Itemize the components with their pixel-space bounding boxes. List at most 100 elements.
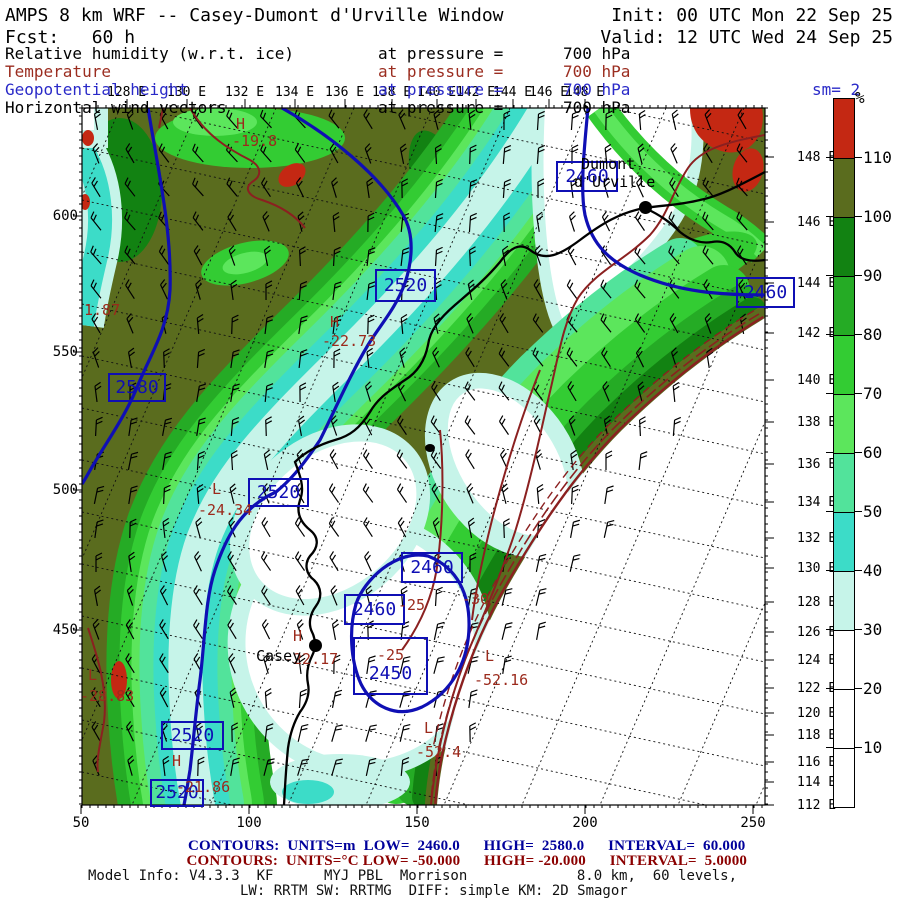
right-axis-longitude-label: 136 E xyxy=(797,457,837,472)
station-name-label: d'Urville xyxy=(574,173,656,191)
colorbar-tick xyxy=(855,216,862,217)
temperature-label: H xyxy=(330,313,340,331)
temperature-label: -25 xyxy=(398,596,426,614)
colorbar-tick xyxy=(855,334,862,335)
colorbar-tick-label: 30 xyxy=(863,620,883,639)
colorbar-tick-label: 10 xyxy=(863,738,883,757)
height-minimum-label: -25 2450 xyxy=(353,637,428,695)
height-contour-label: 2520 xyxy=(248,478,309,507)
colorbar-tick-label: 90 xyxy=(863,266,883,285)
station-name-label: Dumont xyxy=(581,155,636,173)
field-at-rh: at pressure = xyxy=(378,44,504,63)
colorbar-tick xyxy=(826,747,833,748)
field-level-wind: 700 hPa xyxy=(563,98,631,117)
colorbar-tick xyxy=(826,334,833,335)
height-contour-label: 2460 xyxy=(736,277,795,308)
colorbar-segment xyxy=(834,571,854,630)
colorbar-tick xyxy=(855,570,862,571)
bottom-axis-grid-label: 150 xyxy=(404,815,430,831)
smoothing-label: sm= 2 xyxy=(812,80,861,99)
colorbar-tick xyxy=(855,157,862,158)
right-axis-longitude-label: 140 E xyxy=(797,373,837,388)
temperature-label: 1.87 xyxy=(84,301,121,319)
field-label-temp: Temperature xyxy=(5,62,111,81)
temperature-label: L xyxy=(424,719,434,737)
colorbar-tick xyxy=(855,511,862,512)
station-marker xyxy=(638,200,652,214)
colorbar-tick xyxy=(826,688,833,689)
init-time: Init: 00 UTC Mon 22 Sep 25 xyxy=(611,5,893,26)
top-axis-longitude-label: 132 E xyxy=(225,85,265,100)
field-label-wind: Horizontal wind vectors xyxy=(5,98,227,117)
temperature-label: -24.34 xyxy=(198,501,253,519)
top-axis-longitude-label: 130 E xyxy=(167,85,207,100)
temperature-label: L xyxy=(485,647,495,665)
colorbar-tick-label: 40 xyxy=(863,561,883,580)
colorbar-tick xyxy=(855,275,862,276)
height-contour-label: 2520 xyxy=(161,721,224,750)
temperature-label: -52.16 xyxy=(474,671,529,689)
colorbar-tick xyxy=(855,452,862,453)
colorbar-tick xyxy=(826,629,833,630)
left-axis-grid-label: 550 xyxy=(52,344,78,360)
plot-frame xyxy=(81,107,766,806)
bottom-axis-grid-label: 50 xyxy=(72,815,90,831)
top-axis-longitude-label: 128 E xyxy=(107,85,147,100)
top-axis-longitude-label: 148 E xyxy=(565,85,605,100)
right-axis-longitude-label: 126 E xyxy=(797,625,837,640)
colorbar-segment xyxy=(834,453,854,512)
left-axis-grid-label: 450 xyxy=(52,622,78,638)
bottom-axis-grid-label: 250 xyxy=(740,815,766,831)
colorbar-unit: % xyxy=(855,88,865,107)
colorbar-tick-label: 80 xyxy=(863,325,883,344)
right-axis-longitude-label: 132 E xyxy=(797,531,837,546)
right-axis-longitude-label: 130 E xyxy=(797,561,837,576)
station-name-label: Casey xyxy=(256,647,302,665)
height-contour-label: 2460 xyxy=(344,594,405,625)
colorbar-tick-label: 100 xyxy=(863,207,892,226)
colorbar-tick xyxy=(826,452,833,453)
axis-ticks xyxy=(73,99,774,814)
height-label: 2450 xyxy=(368,663,413,685)
bottom-axis-grid-label: 100 xyxy=(236,815,262,831)
temp-contour-info: CONTOURS: UNITS=°C LOW= -50.000 HIGH= -2… xyxy=(186,853,748,869)
height-contour-label: 2460 xyxy=(401,552,463,583)
temperature-label: -52.4 xyxy=(416,743,462,761)
colorbar-tick xyxy=(826,157,833,158)
forecast-hour: Fcst: 60 h xyxy=(5,27,136,48)
rh-colorbar xyxy=(833,98,855,808)
colorbar-tick-label: 20 xyxy=(863,679,883,698)
temperature-label: -30 xyxy=(462,590,490,608)
colorbar-segment xyxy=(834,748,854,807)
top-axis-longitude-label: 144 E xyxy=(493,85,533,100)
colorbar-segment xyxy=(834,394,854,453)
colorbar-tick xyxy=(826,393,833,394)
coastline xyxy=(282,170,765,805)
plot-title: AMPS 8 km WRF -- Casey-Dumont d'Urville … xyxy=(5,5,504,26)
temperature-label: L xyxy=(88,666,98,684)
top-axis-longitude-label: 142 E xyxy=(456,85,496,100)
valid-time: Valid: 12 UTC Wed 24 Sep 25 xyxy=(600,27,893,48)
temperature-label: H xyxy=(293,627,303,645)
temperature-label: -22.17 xyxy=(284,650,339,668)
colorbar-tick-label: 60 xyxy=(863,443,883,462)
top-axis-longitude-label: 138 E xyxy=(372,85,412,100)
temp-label: -25 xyxy=(376,646,405,665)
right-axis-longitude-label: 112 E xyxy=(797,798,837,813)
colorbar-segment xyxy=(834,276,854,335)
wind-barbs xyxy=(90,109,748,777)
temperature-label: -19.8 xyxy=(232,132,278,150)
right-axis-longitude-label: 134 E xyxy=(797,495,837,510)
height-contours xyxy=(82,108,765,805)
station-marker xyxy=(308,638,322,652)
temperature-label: L xyxy=(212,480,222,498)
right-axis-longitude-label: 142 E xyxy=(797,326,837,341)
colorbar-tick xyxy=(855,393,862,394)
field-level-hgt: 700 hPa xyxy=(563,80,631,99)
height-contour-label: 2520 xyxy=(150,779,204,807)
right-axis-longitude-label: 114 E xyxy=(797,775,837,790)
colorbar-segment xyxy=(834,630,854,689)
colorbar-tick xyxy=(855,629,862,630)
